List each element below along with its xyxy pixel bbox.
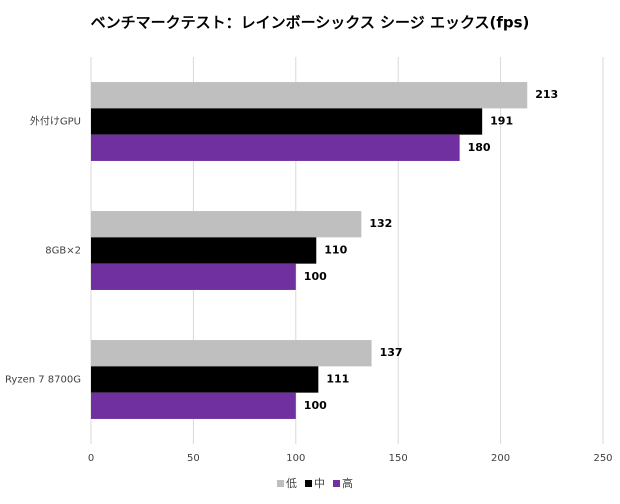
value-label: 110 [324,244,347,257]
bar [91,134,460,161]
x-tick-label: 150 [389,453,408,464]
bar [91,211,362,238]
value-label: 137 [380,346,403,359]
y-tick-label: Ryzen 7 8700G [5,375,81,386]
legend-swatch [277,480,284,487]
bar [91,392,296,419]
value-label: 180 [468,141,491,154]
legend-swatch [333,480,340,487]
legend-swatch [305,480,312,487]
value-label: 100 [304,270,327,283]
value-label: 100 [304,399,327,412]
y-tick-label: 8GB×2 [45,246,81,257]
chart-title: ベンチマークテスト：レインボーシックス シージ エックス(fps) [91,14,530,32]
value-label: 132 [369,217,392,230]
legend-label: 低 [286,477,297,490]
legend-label: 中 [314,477,325,490]
x-tick-label: 200 [491,453,510,464]
x-tick-label: 50 [187,453,200,464]
value-label: 191 [490,115,513,128]
x-tick-label: 100 [286,453,305,464]
value-label: 111 [326,373,349,386]
x-tick-label: 250 [593,453,612,464]
bar [91,82,528,109]
bar [91,340,372,367]
value-label: 213 [535,88,558,101]
bar [91,108,483,135]
x-tick-label: 0 [88,453,94,464]
y-tick-label: 外付けGPU [30,115,81,128]
legend-label: 高 [342,476,353,490]
bar [91,366,319,393]
bar [91,263,296,290]
bar [91,237,317,264]
